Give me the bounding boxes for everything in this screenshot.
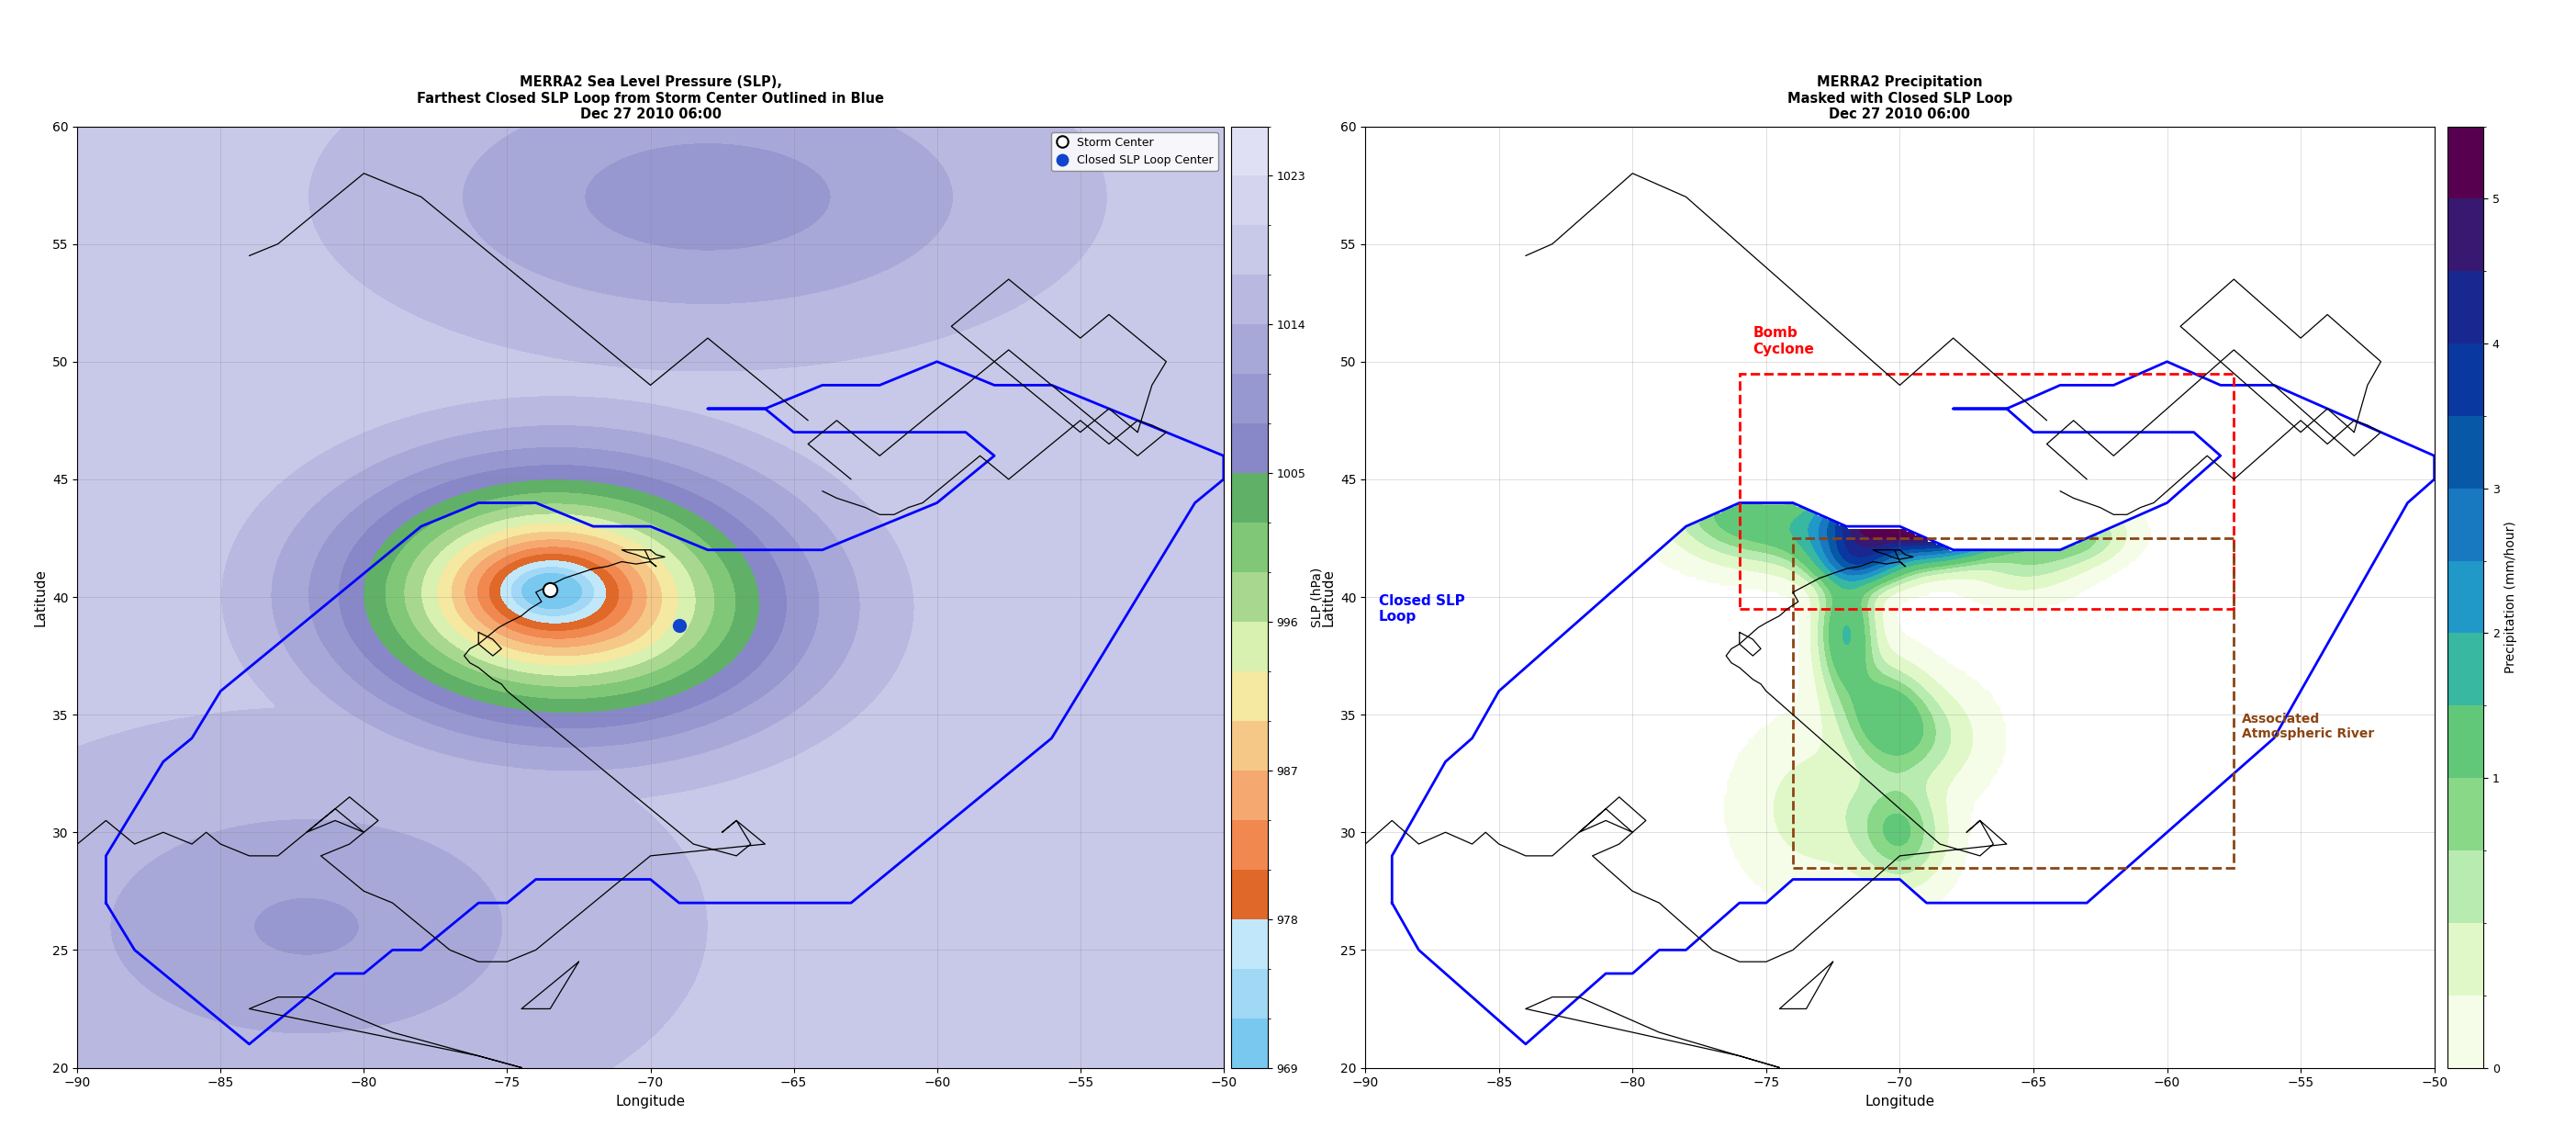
Text: Closed SLP
Loop: Closed SLP Loop (1378, 594, 1466, 623)
Title: MERRA2 Sea Level Pressure (SLP),
Farthest Closed SLP Loop from Storm Center Outl: MERRA2 Sea Level Pressure (SLP), Farthes… (417, 76, 884, 122)
Bar (1739, 373, 2233, 608)
Y-axis label: Precipitation (mm/hour): Precipitation (mm/hour) (2504, 521, 2517, 673)
Legend: Storm Center, Closed SLP Loop Center: Storm Center, Closed SLP Loop Center (1051, 132, 1218, 171)
Title: MERRA2 Precipitation
Masked with Closed SLP Loop
Dec 27 2010 06:00: MERRA2 Precipitation Masked with Closed … (1788, 76, 2012, 122)
Y-axis label: Latitude: Latitude (1321, 568, 1334, 626)
X-axis label: Longitude: Longitude (1865, 1094, 1935, 1108)
Y-axis label: Latitude: Latitude (33, 568, 46, 626)
Text: Bomb
Cyclone: Bomb Cyclone (1752, 326, 1814, 356)
X-axis label: Longitude: Longitude (616, 1094, 685, 1108)
Bar (1793, 538, 2233, 868)
Y-axis label: SLP (hPa): SLP (hPa) (1311, 567, 1324, 627)
Text: Associated
Atmospheric River: Associated Atmospheric River (2241, 713, 2375, 740)
